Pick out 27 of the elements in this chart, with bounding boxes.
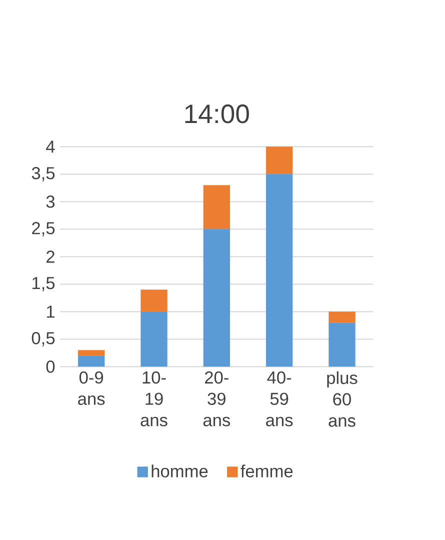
legend-label: femme — [240, 464, 293, 478]
bar — [78, 356, 105, 367]
bar — [78, 350, 105, 356]
y-tick-label: 2,5 — [32, 222, 55, 236]
bar — [328, 312, 356, 323]
chart-title: 14:00 — [185, 104, 249, 124]
bar — [328, 322, 356, 367]
y-tick-label: 1,5 — [32, 277, 55, 292]
x-tick-label: 10-19 ans — [140, 371, 168, 426]
bar — [140, 290, 168, 312]
bar — [266, 174, 293, 367]
y-tick-label: 1 — [46, 306, 54, 318]
y-tick-label: 4 — [46, 140, 55, 153]
x-tick-label: 40-59 ans — [266, 371, 293, 426]
legend-label: homme — [152, 464, 208, 478]
y-tick-label: 0,5 — [32, 332, 55, 346]
x-tick-label: 0-9 ans — [78, 371, 105, 405]
y-tick-label: 2 — [46, 250, 54, 263]
bar — [203, 185, 230, 230]
y-tick-label: 3 — [46, 196, 55, 208]
x-tick-label: 20-39 ans — [203, 371, 230, 426]
x-tick-label: plus 60 ans — [327, 371, 358, 427]
bar — [266, 146, 293, 174]
bar — [203, 229, 230, 367]
bar — [140, 312, 168, 367]
y-tick-label: 3,5 — [32, 167, 55, 182]
y-tick-label: 0 — [46, 360, 55, 373]
